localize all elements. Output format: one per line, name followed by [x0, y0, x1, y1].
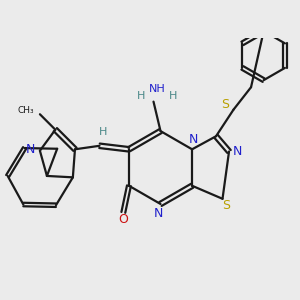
Text: S: S — [221, 98, 229, 111]
Text: N: N — [233, 145, 242, 158]
Text: N: N — [26, 143, 35, 156]
Text: CH₃: CH₃ — [18, 106, 34, 115]
Text: N: N — [154, 207, 163, 220]
Text: N: N — [189, 133, 198, 146]
Text: H: H — [169, 91, 177, 101]
Text: H: H — [99, 127, 107, 137]
Text: H: H — [137, 91, 145, 101]
Text: O: O — [118, 213, 128, 226]
Text: S: S — [222, 199, 230, 212]
Text: NH: NH — [148, 84, 165, 94]
